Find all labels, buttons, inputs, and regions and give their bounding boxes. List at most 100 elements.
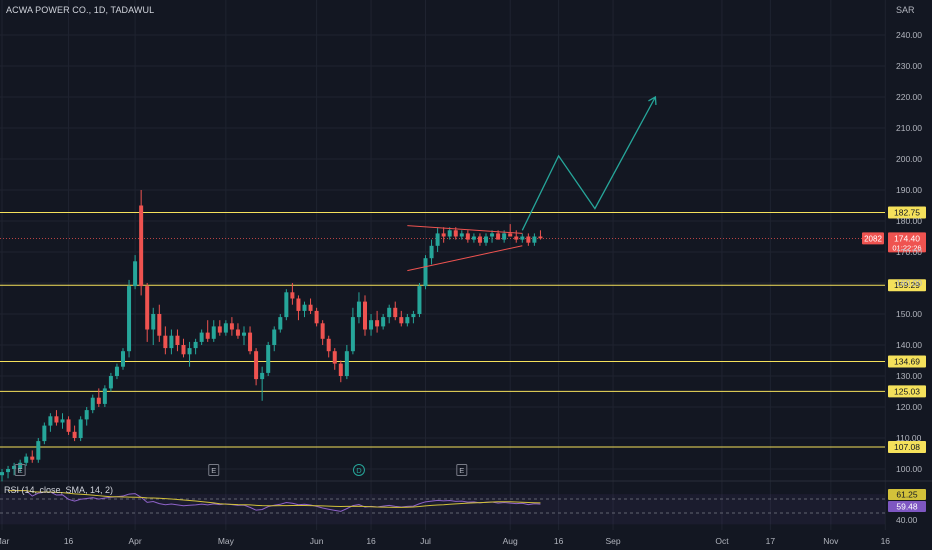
candle: [338, 360, 343, 383]
dividend-marker-label: D: [356, 466, 362, 475]
earnings-marker: [208, 464, 220, 476]
candle-body: [453, 230, 458, 237]
candle: [272, 326, 277, 352]
candle-body: [284, 292, 289, 318]
candle-body: [114, 366, 119, 376]
candle: [78, 416, 83, 442]
candle: [441, 227, 446, 243]
candle-body: [393, 307, 398, 318]
time-tick-label: Apr: [128, 536, 141, 546]
candle: [54, 410, 59, 426]
candle-body: [127, 286, 132, 352]
level-price-label: 134.69: [894, 356, 920, 366]
earnings-marker: [14, 464, 26, 476]
candle-body: [532, 236, 537, 243]
time-axis: Mar 16 Apr May Jun 16 Jul Aug 16 Sep Oct 17 Nov 16: [0, 536, 890, 546]
symbol-tag: [862, 232, 884, 245]
candle-body: [102, 388, 107, 404]
time-tick-label: 16: [881, 536, 891, 546]
candle: [48, 413, 53, 432]
last-price-label: 174.40: [894, 233, 920, 243]
price-tick-label: 110.00: [896, 433, 922, 443]
candle: [12, 462, 17, 476]
candle-body: [48, 416, 53, 426]
candle-body: [302, 304, 307, 311]
time-tick-label: 16: [366, 536, 376, 546]
candle: [193, 338, 198, 355]
candle-body: [181, 345, 186, 355]
candle-body: [399, 317, 404, 324]
candle: [169, 329, 174, 355]
earnings-marker: [456, 464, 468, 476]
candle: [18, 459, 23, 473]
candle-body: [163, 335, 168, 349]
candle: [423, 255, 428, 290]
candle-body: [121, 351, 125, 367]
candle-body: [12, 465, 17, 469]
candle: [199, 329, 204, 345]
candle: [520, 233, 525, 243]
candle-body: [350, 317, 355, 352]
candle: [393, 301, 398, 321]
rsi-sma-label: 61.25: [896, 490, 918, 500]
candle-body: [248, 332, 253, 352]
candle-body: [363, 301, 367, 330]
candle: [278, 314, 283, 333]
candle-body: [338, 363, 343, 376]
level-price-tag: [888, 206, 926, 219]
candle-body: [235, 329, 240, 336]
candle: [447, 227, 452, 240]
candle: [344, 345, 349, 380]
candle: [139, 190, 144, 296]
candle: [465, 230, 470, 243]
price-tick-label: 190.00: [896, 185, 922, 195]
chart-title: ACWA POWER CO., 1D, TADAWUL: [6, 5, 155, 15]
candle: [538, 230, 543, 240]
candle-body: [490, 233, 495, 237]
rsi-pane: 61.25 59.48 40.00: [0, 489, 926, 525]
candle-body: [193, 341, 198, 349]
candle: [145, 283, 150, 342]
candle-body: [538, 236, 543, 239]
rsi-tick-label: 40.00: [896, 515, 918, 525]
candle: [290, 283, 295, 305]
candle: [484, 233, 488, 246]
candle-body: [320, 323, 325, 339]
drawings: [407, 95, 657, 272]
candle-body: [211, 326, 216, 339]
candle: [260, 366, 265, 401]
candle: [532, 233, 537, 246]
candle-body: [441, 233, 446, 237]
projection-path: [521, 96, 656, 231]
candle: [181, 338, 186, 358]
candle: [356, 292, 361, 324]
candle-body: [447, 230, 452, 237]
level-price-tag: [888, 385, 926, 398]
candle-body: [369, 320, 374, 330]
candle-body: [54, 416, 59, 423]
price-tick-label: 220.00: [896, 92, 922, 102]
candle: [350, 307, 355, 355]
price-tick-label: 170.00: [896, 247, 922, 257]
candle-body: [60, 419, 65, 423]
candle-body: [78, 419, 83, 438]
candle: [435, 227, 440, 252]
time-tick-label: Mar: [0, 536, 9, 546]
candle-body: [344, 351, 349, 376]
candle-body: [175, 335, 180, 345]
candle: [284, 289, 289, 321]
candle-body: [405, 317, 410, 324]
candle-body: [471, 236, 476, 240]
candle: [0, 469, 4, 482]
time-tick-label: 16: [554, 536, 564, 546]
candle-body: [429, 245, 434, 259]
candle: [96, 388, 101, 407]
candle-body: [296, 298, 301, 311]
candle: [320, 320, 325, 345]
time-tick-label: 16: [64, 536, 74, 546]
candle: [223, 320, 228, 336]
price-tick-label: 120.00: [896, 402, 922, 412]
